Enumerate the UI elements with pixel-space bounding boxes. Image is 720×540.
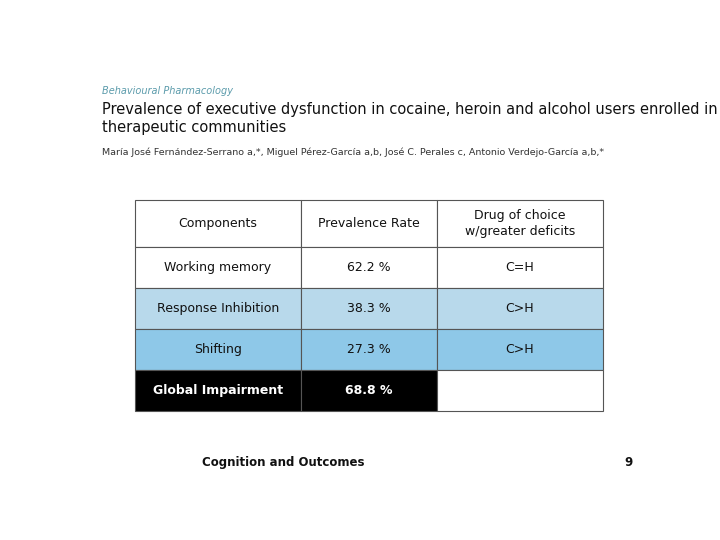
Bar bbox=[437, 288, 603, 329]
Bar bbox=[437, 200, 603, 247]
Bar bbox=[437, 329, 603, 370]
Bar bbox=[135, 200, 301, 247]
Text: Shifting: Shifting bbox=[194, 343, 242, 356]
Text: 38.3 %: 38.3 % bbox=[347, 302, 391, 315]
Text: Behavioural Pharmacology: Behavioural Pharmacology bbox=[102, 86, 233, 96]
Bar bbox=[135, 370, 301, 411]
Bar bbox=[301, 247, 437, 288]
Text: Drug of choice
w/greater deficits: Drug of choice w/greater deficits bbox=[465, 209, 575, 238]
Text: María José Fernández-Serrano a,*, Miguel Pérez-García a,b, José C. Perales c, An: María José Fernández-Serrano a,*, Miguel… bbox=[102, 148, 604, 158]
Text: Working memory: Working memory bbox=[164, 261, 271, 274]
Bar bbox=[301, 288, 437, 329]
Text: Prevalence of executive dysfunction in cocaine, heroin and alcohol users enrolle: Prevalence of executive dysfunction in c… bbox=[102, 102, 717, 136]
Bar bbox=[437, 370, 603, 411]
Text: C>H: C>H bbox=[505, 302, 534, 315]
Bar bbox=[135, 329, 301, 370]
Text: Global Impairment: Global Impairment bbox=[153, 384, 283, 397]
Text: 68.8 %: 68.8 % bbox=[346, 384, 392, 397]
Text: Cognition and Outcomes: Cognition and Outcomes bbox=[202, 456, 365, 469]
Bar bbox=[135, 247, 301, 288]
Text: C=H: C=H bbox=[505, 261, 534, 274]
Bar bbox=[301, 329, 437, 370]
Text: 27.3 %: 27.3 % bbox=[347, 343, 391, 356]
Text: Response Inhibition: Response Inhibition bbox=[157, 302, 279, 315]
Text: Prevalence Rate: Prevalence Rate bbox=[318, 217, 420, 230]
Text: 62.2 %: 62.2 % bbox=[347, 261, 391, 274]
Text: Components: Components bbox=[179, 217, 258, 230]
Bar bbox=[301, 370, 437, 411]
Bar bbox=[437, 247, 603, 288]
Text: C>H: C>H bbox=[505, 343, 534, 356]
Bar bbox=[135, 288, 301, 329]
Bar bbox=[301, 200, 437, 247]
Text: 9: 9 bbox=[624, 456, 632, 469]
